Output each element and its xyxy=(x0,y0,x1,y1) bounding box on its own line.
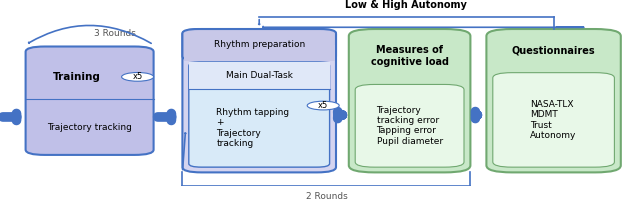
FancyBboxPatch shape xyxy=(26,47,154,155)
Text: Rhythm preparation: Rhythm preparation xyxy=(214,40,305,49)
Text: Measures of
cognitive load: Measures of cognitive load xyxy=(371,45,449,67)
FancyBboxPatch shape xyxy=(493,73,614,167)
Text: Rhythm tapping
+
Trajectory
tracking: Rhythm tapping + Trajectory tracking xyxy=(216,108,289,148)
Text: x5: x5 xyxy=(132,72,143,81)
Text: Trajectory
tracking error
Tapping error
Pupil diameter: Trajectory tracking error Tapping error … xyxy=(376,106,443,146)
Text: Low & High Autonomy: Low & High Autonomy xyxy=(346,0,467,10)
FancyBboxPatch shape xyxy=(189,62,330,167)
FancyBboxPatch shape xyxy=(182,29,336,61)
Text: 2 Rounds: 2 Rounds xyxy=(305,192,348,200)
FancyBboxPatch shape xyxy=(184,45,335,61)
FancyBboxPatch shape xyxy=(189,62,330,89)
Text: Training: Training xyxy=(53,72,100,82)
FancyBboxPatch shape xyxy=(486,29,621,172)
Text: Questionnaires: Questionnaires xyxy=(512,46,595,56)
Text: NASA-TLX
MDMT
Trust
Autonomy: NASA-TLX MDMT Trust Autonomy xyxy=(531,100,577,140)
Circle shape xyxy=(307,101,339,110)
FancyBboxPatch shape xyxy=(349,29,470,172)
Text: Trajectory tracking: Trajectory tracking xyxy=(47,123,132,132)
Text: Main Dual-Task: Main Dual-Task xyxy=(226,71,292,80)
FancyBboxPatch shape xyxy=(182,29,336,172)
Text: 3 Rounds: 3 Rounds xyxy=(94,29,136,38)
Text: x5: x5 xyxy=(318,101,328,110)
Circle shape xyxy=(122,72,154,81)
FancyBboxPatch shape xyxy=(355,84,464,167)
